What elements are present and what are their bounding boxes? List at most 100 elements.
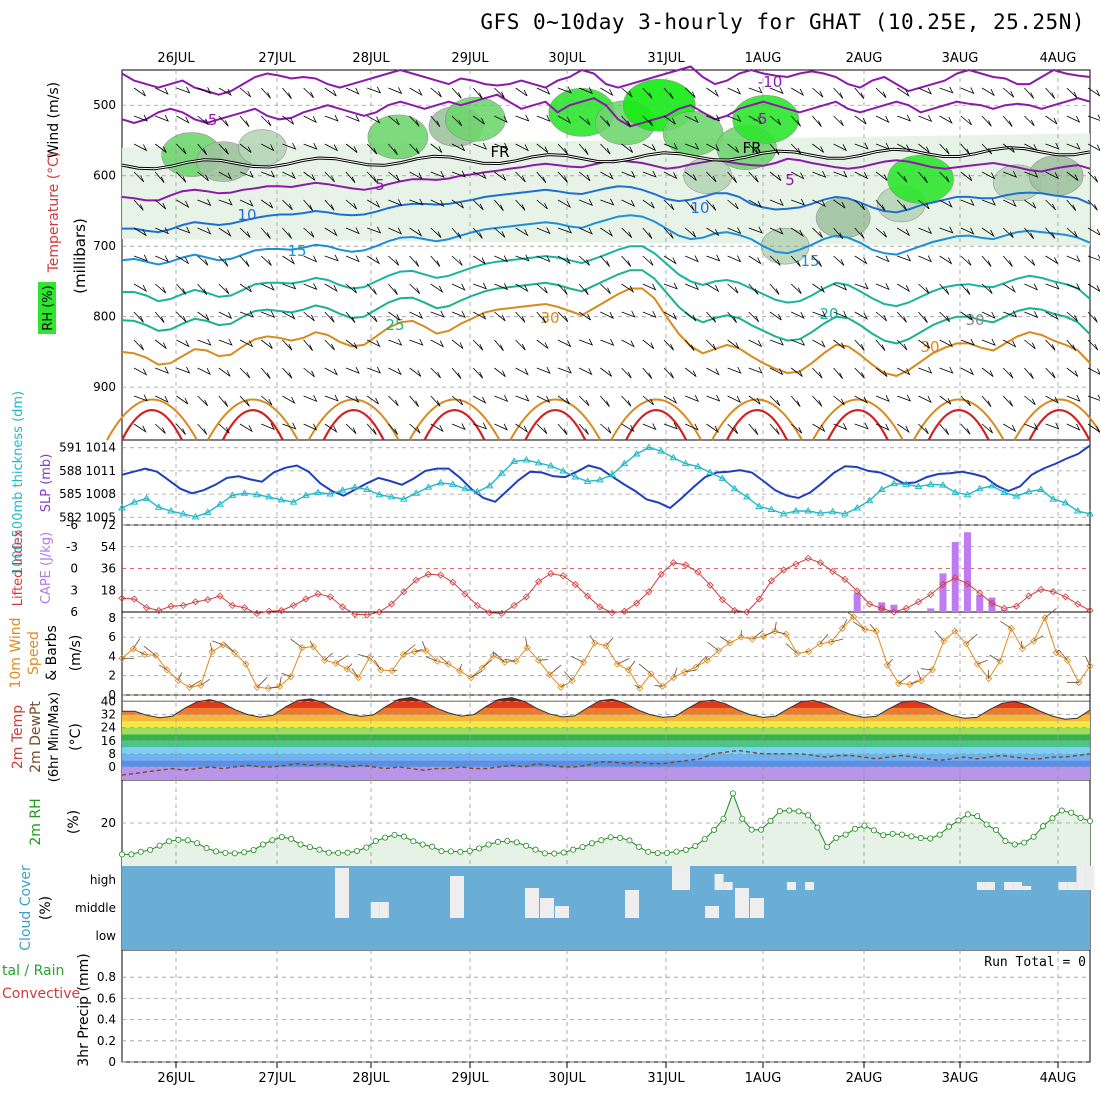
- lifted-point: [265, 607, 273, 615]
- wind-barb: [706, 283, 720, 293]
- wind-barb: [260, 395, 273, 406]
- wind-speed-point: [411, 648, 419, 656]
- wind-barb: [791, 198, 806, 206]
- thickness-point: [167, 506, 175, 514]
- wind-barb-10m: [1000, 620, 1012, 629]
- wind-barb: [663, 255, 677, 265]
- thickness-point: [289, 498, 298, 505]
- rh-point: [1011, 841, 1018, 848]
- wind-barb: [897, 114, 912, 122]
- wind-barb: [239, 310, 254, 318]
- wind-speed-point: [591, 639, 599, 647]
- wind-barb: [176, 255, 190, 265]
- rh-point: [767, 817, 774, 824]
- wind-barb-10m: [279, 676, 282, 687]
- thickness-point: [595, 475, 604, 483]
- wind-barb: [388, 338, 403, 346]
- wind-barb: [430, 199, 445, 207]
- thickness-point: [902, 480, 911, 487]
- temp-tick-label: 32: [101, 708, 116, 722]
- lifted-point: [228, 601, 236, 610]
- lifted-point: [559, 572, 567, 580]
- lifted-point: [645, 588, 653, 596]
- thickness-point: [461, 484, 469, 492]
- wind-barb-10m: [846, 611, 854, 618]
- lifted-point: [731, 606, 739, 615]
- wind-barb: [621, 143, 634, 153]
- lifted-point: [878, 604, 886, 612]
- lifted-point: [1074, 600, 1082, 608]
- wind-barb: [388, 115, 400, 126]
- wind-speed-point: [1086, 662, 1094, 670]
- thickness-point: [546, 461, 555, 469]
- wind-barb: [282, 339, 293, 351]
- wind-barb: [600, 311, 614, 319]
- date-label-top: 4AUG: [1040, 51, 1077, 66]
- contour-label: 25: [385, 316, 404, 334]
- wind-barb-10m: [752, 630, 763, 640]
- wind-barb: [282, 115, 295, 125]
- wind-barb: [451, 143, 466, 152]
- wind-barb: [154, 283, 167, 294]
- wind-speed-point: [321, 656, 329, 664]
- thickness-point: [1012, 492, 1021, 499]
- cape-tick-label: 54: [101, 540, 116, 554]
- wind-barb: [727, 423, 739, 434]
- wind-speed-point: [354, 674, 362, 682]
- rh-point: [541, 850, 548, 857]
- wind-barb: [960, 199, 975, 206]
- wind-barb: [515, 87, 528, 97]
- temp-band: [122, 766, 1090, 780]
- surface-isotherm-35: [625, 409, 688, 441]
- wind-barb: [494, 87, 505, 99]
- lifted-point: [804, 554, 812, 562]
- thickness-point: [645, 443, 653, 450]
- wind-barb: [769, 115, 782, 126]
- wind-axis-label: Wind (m/s): [46, 82, 62, 158]
- rh-point: [607, 834, 614, 841]
- wind-speed-point: [1075, 678, 1083, 687]
- wind-barb: [706, 114, 721, 122]
- wind-barb: [557, 255, 571, 265]
- wind-speed-point: [748, 635, 756, 643]
- wind-barb-10m: [351, 668, 359, 678]
- wind-barb: [939, 423, 950, 435]
- wind-barb: [939, 143, 950, 155]
- rh-point: [729, 790, 736, 797]
- cloud-middle-bar: [525, 888, 539, 918]
- dewpoint-line: [121, 749, 1091, 776]
- wind-barb-10m: [831, 638, 844, 643]
- wind-barb: [812, 423, 826, 433]
- rh-point: [438, 848, 445, 855]
- wind-barb-10m: [281, 672, 291, 678]
- wind-barb: [494, 199, 504, 211]
- lifted-point: [706, 581, 714, 589]
- wind-barb: [981, 367, 994, 377]
- lifted-point: [400, 588, 408, 596]
- slp-line: [121, 444, 1091, 510]
- wind-barb-10m: [459, 664, 462, 671]
- wind-barb: [642, 395, 654, 406]
- wind-barb: [388, 423, 399, 435]
- rh-point: [645, 848, 652, 855]
- wind-barb: [833, 87, 844, 99]
- wind-barb: [1045, 227, 1056, 239]
- cloud-high-bar: [680, 866, 690, 890]
- thickness-point: [694, 462, 702, 470]
- wind-barb: [812, 170, 827, 178]
- wind-barb: [875, 283, 890, 291]
- wind-barb: [939, 311, 950, 323]
- wind-barb: [960, 87, 975, 95]
- wind-barb: [600, 255, 610, 267]
- wind-speed-point: [456, 667, 464, 675]
- wind-barb-10m: [917, 670, 922, 681]
- wind-barb: [642, 423, 657, 431]
- wind-barb: [324, 114, 339, 122]
- surface-isotherm-30: [711, 398, 803, 441]
- wind-barb: [769, 227, 784, 235]
- wind-barb: [133, 227, 147, 237]
- wind-speed-point: [1063, 656, 1072, 664]
- rh-point: [494, 838, 501, 845]
- wind-barb: [472, 227, 483, 239]
- surface-isotherm-35: [322, 409, 385, 441]
